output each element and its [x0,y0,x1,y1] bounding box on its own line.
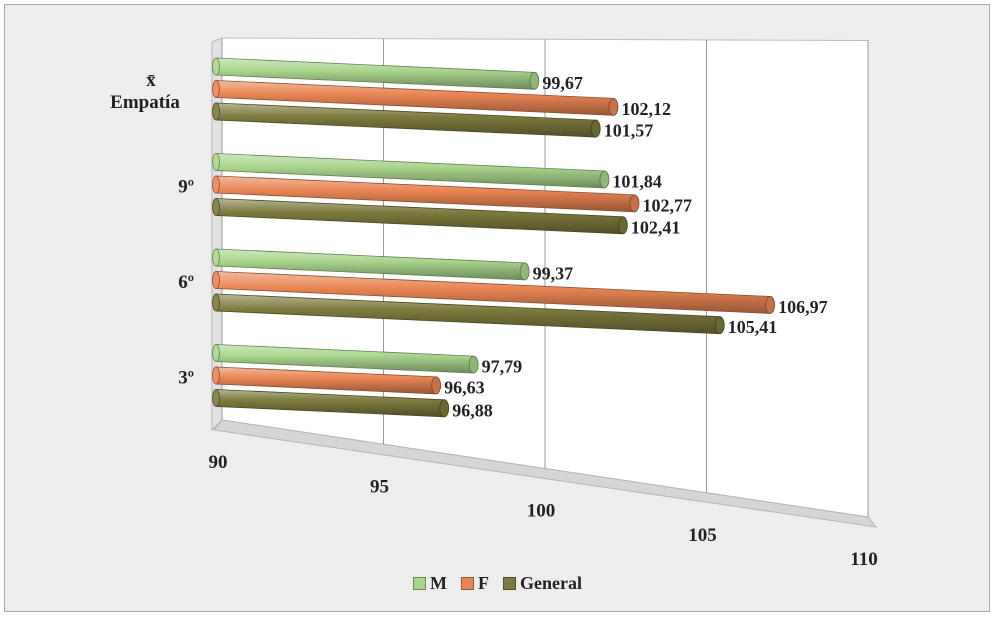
value-label-general-2: 102,41 [631,217,681,237]
tick-label-90: 90 [209,452,228,473]
category-labels: x̄ Empatía 9º 6º 3º [110,70,194,389]
legend-label-m: M [430,573,447,593]
legend-swatch-general [503,577,516,590]
tick-labels: 90 95 100 105 110 [209,452,878,570]
tick-label-95: 95 [370,476,389,497]
bars [212,57,776,418]
bar-m-1 [212,248,530,281]
tick-label-105: 105 [688,525,717,546]
bar-m-0 [212,344,479,374]
bar-m-2 [212,153,610,189]
bar-general-2 [212,198,628,235]
bar-general-0 [212,389,450,418]
legend: M F General [0,573,995,594]
value-label-general-3: 101,57 [604,121,654,141]
bar-general-1 [212,293,725,335]
value-label-m-0: 97,79 [482,357,523,377]
plot-floor [213,419,878,528]
legend-swatch-m [413,577,426,590]
value-label-m-2: 101,84 [612,171,662,191]
category-label-0: 3º [178,368,194,389]
bar-f-1 [212,271,776,314]
category-label-1: 6º [178,272,194,293]
bar-f-0 [212,366,442,395]
bar-f-3 [212,80,619,116]
bar-m-3 [212,57,540,90]
legend-item-f: F [461,573,489,594]
value-label-general-0: 96,88 [452,400,493,420]
legend-item-m: M [413,573,447,594]
category-label-3: x̄ Empatía [110,70,180,113]
value-label-f-1: 106,97 [778,297,828,317]
value-label-general-1: 105,41 [728,317,778,337]
value-label-f-0: 96,63 [444,377,485,397]
legend-swatch-f [461,577,474,590]
value-label-m-3: 99,67 [542,73,583,93]
category-label-2: 9º [178,177,194,198]
value-label-m-1: 99,37 [533,263,574,283]
bar-f-2 [212,175,640,213]
value-label-f-2: 102,77 [642,195,692,215]
legend-label-f: F [478,573,489,593]
legend-item-general: General [503,573,582,594]
tick-label-100: 100 [527,501,556,522]
value-label-f-3: 102,12 [621,99,671,119]
tick-label-110: 110 [850,549,877,570]
bar-general-3 [212,102,601,138]
legend-label-general: General [520,573,582,593]
